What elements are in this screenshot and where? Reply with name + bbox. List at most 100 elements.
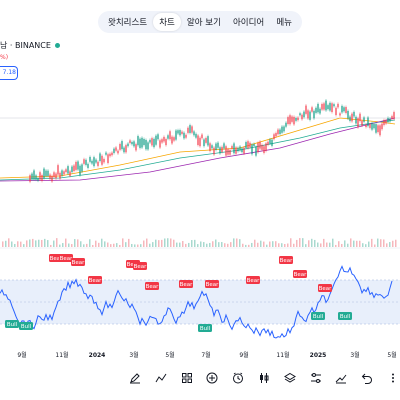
- candle-body: [285, 122, 287, 127]
- candle-body: [167, 135, 169, 139]
- volume-bar: [41, 239, 43, 247]
- candle-body: [199, 137, 201, 147]
- price-tag: 7.18: [0, 66, 18, 80]
- candle-body: [269, 139, 271, 144]
- volume-bar: [164, 238, 166, 247]
- candle-body: [147, 142, 149, 150]
- volume-bar: [143, 240, 145, 247]
- symbol-label: 남 · BINANCE: [0, 41, 51, 50]
- candle-body: [249, 142, 251, 148]
- candle-body: [109, 153, 111, 157]
- candle-body: [185, 134, 187, 138]
- pencil-icon[interactable]: [128, 371, 142, 385]
- candles-icon[interactable]: [257, 371, 271, 385]
- candle-body: [287, 117, 289, 125]
- volume-bar: [215, 239, 217, 247]
- volume-bar: [65, 238, 67, 247]
- more-icon[interactable]: [386, 371, 400, 385]
- volume-bar: [35, 240, 37, 247]
- candle-body: [297, 117, 299, 121]
- x-tick-label: 7월: [201, 351, 210, 359]
- volume-bar: [80, 241, 82, 247]
- rsi-label-text: Bull: [7, 322, 18, 328]
- candle-body: [119, 143, 121, 150]
- bear-label: Bear: [133, 262, 147, 270]
- candle-body: [259, 141, 261, 149]
- candle-body: [315, 107, 317, 113]
- candle-body: [159, 140, 161, 148]
- volume-bar: [305, 244, 307, 247]
- rsi-label-text: Bear: [319, 286, 333, 292]
- candle-body: [299, 113, 301, 116]
- volume-bar: [383, 239, 385, 247]
- candle-body: [107, 154, 109, 164]
- bear-label: Bear: [246, 276, 260, 284]
- ma-line-green: [0, 119, 396, 181]
- candle-body: [179, 130, 181, 136]
- volume-bar: [281, 243, 283, 247]
- candle-body: [393, 112, 395, 119]
- candle-body: [73, 165, 75, 172]
- candle-body: [313, 110, 315, 119]
- candle-body: [95, 159, 97, 163]
- candle-body: [99, 153, 101, 162]
- candle-body: [337, 103, 339, 108]
- tab-watchlist[interactable]: 왓치리스트: [108, 18, 148, 28]
- x-tick-label: 9월: [17, 351, 26, 359]
- candle-body: [37, 178, 39, 181]
- candle-body: [291, 116, 293, 122]
- indicators-icon[interactable]: [154, 371, 168, 385]
- volume-bar: [122, 238, 124, 247]
- volume-bar: [359, 240, 361, 247]
- candle-body: [245, 142, 247, 148]
- candle-body: [61, 170, 63, 176]
- candle-body: [323, 103, 325, 110]
- volume-bar: [371, 238, 373, 247]
- layers-icon[interactable]: [283, 371, 297, 385]
- volume-bar: [212, 241, 214, 247]
- volume-bar: [335, 244, 337, 247]
- volume-bar: [92, 244, 94, 247]
- volume-bar: [275, 241, 277, 247]
- volume-bars: [2, 238, 397, 247]
- symbol-info[interactable]: 남 · BINANCE: [0, 40, 60, 51]
- bottom-toolbar: [128, 370, 400, 386]
- candle-body: [183, 132, 185, 139]
- candle-body: [171, 136, 173, 144]
- volume-bar: [200, 241, 202, 247]
- x-tick-label: 3월: [350, 351, 359, 359]
- tab-chart[interactable]: 차트: [153, 13, 181, 31]
- candle-body: [161, 139, 163, 143]
- candles: [29, 99, 395, 184]
- volume-bar: [191, 240, 193, 247]
- tab-explore[interactable]: 알아 보기: [186, 18, 221, 28]
- rsi-label-text: Bear: [206, 282, 220, 288]
- volume-bar: [14, 243, 16, 247]
- tab-menu[interactable]: 메뉴: [276, 18, 292, 28]
- candle-body: [389, 118, 391, 122]
- volume-bar: [29, 239, 31, 247]
- compare-icon[interactable]: [309, 371, 323, 385]
- volume-bar: [119, 244, 121, 247]
- volume-bar: [74, 239, 76, 247]
- candle-body: [331, 103, 333, 113]
- bear-label: Bear: [71, 258, 85, 266]
- candle-body: [101, 155, 103, 165]
- candle-body: [341, 105, 343, 113]
- layouts-icon[interactable]: [180, 371, 194, 385]
- ma-line-orange: [0, 117, 396, 179]
- volume-bar: [206, 243, 208, 247]
- alert-icon[interactable]: [231, 371, 245, 385]
- rsi-label-text: Bull: [313, 314, 324, 320]
- candle-body: [165, 139, 167, 146]
- candle-body: [75, 161, 77, 170]
- candle-body: [181, 131, 183, 134]
- trend-icon[interactable]: [334, 371, 348, 385]
- add-icon[interactable]: [205, 371, 219, 385]
- candle-body: [267, 141, 269, 145]
- undo-icon[interactable]: [360, 371, 374, 385]
- tab-ideas[interactable]: 아이디어: [232, 18, 265, 28]
- candle-body: [367, 117, 369, 127]
- candle-body: [151, 138, 153, 146]
